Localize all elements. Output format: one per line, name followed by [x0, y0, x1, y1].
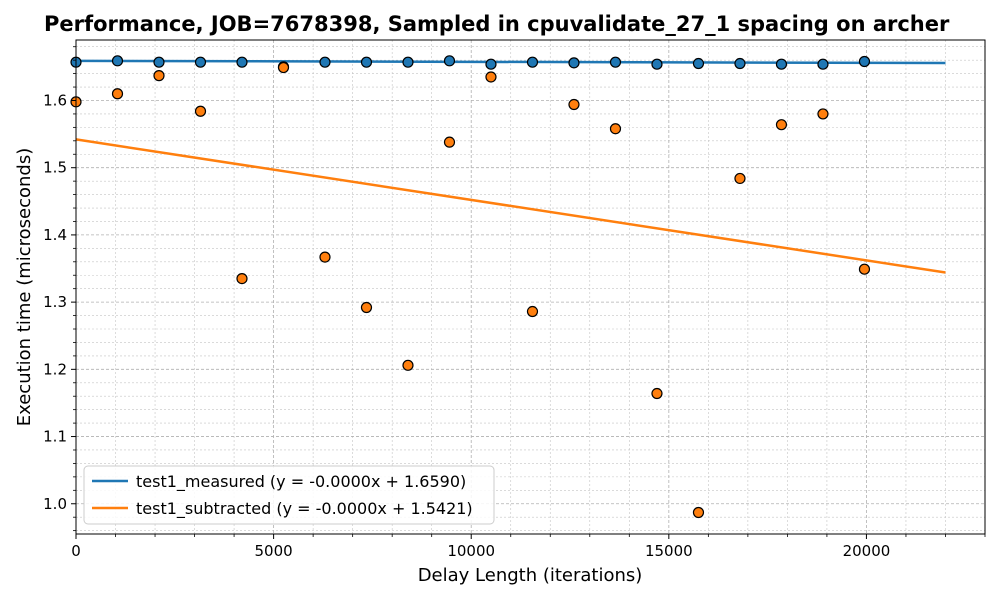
axis-ticks: 0 5000 10000 15000 20000 1.0 1.1 1.2 1.3 1.4 1.5 1.… — [43, 46, 986, 560]
fit-line-measured — [75, 59, 946, 65]
point-measured — [775, 58, 788, 70]
point-subtracted — [153, 70, 165, 82]
y-tick-label: 1.4 — [43, 226, 67, 244]
point-measured — [609, 56, 622, 68]
data-points — [70, 55, 871, 519]
point-measured — [111, 55, 124, 67]
point-subtracted — [485, 71, 497, 83]
point-measured — [734, 57, 746, 70]
point-measured — [817, 58, 829, 70]
point-measured — [360, 56, 373, 68]
point-measured — [568, 57, 580, 69]
point-subtracted — [402, 359, 414, 371]
x-tick-label: 15000 — [645, 542, 693, 560]
legend-label-measured: test1_measured (y = -0.0000x + 1.6590) — [136, 472, 466, 492]
chart-title: Performance, JOB=7678398, Sampled in cpu… — [44, 12, 950, 36]
point-subtracted — [443, 136, 456, 148]
fit-lines — [75, 59, 946, 274]
x-axis-label: Delay Length (iterations) — [418, 565, 643, 586]
point-measured — [236, 56, 248, 68]
point-subtracted — [775, 119, 788, 131]
y-tick-label: 1.2 — [43, 360, 67, 378]
grid — [75, 40, 986, 534]
point-measured — [858, 55, 871, 68]
point-subtracted — [319, 251, 331, 263]
legend: test1_measured (y = -0.0000x + 1.6590) t… — [83, 465, 495, 525]
point-measured — [692, 57, 705, 70]
point-measured — [443, 55, 456, 67]
point-measured — [153, 56, 165, 68]
y-tick-label: 1.0 — [43, 495, 67, 513]
point-subtracted — [568, 98, 580, 111]
point-subtracted — [111, 88, 124, 100]
point-measured — [485, 58, 497, 70]
point-measured — [402, 56, 414, 68]
point-subtracted — [858, 263, 871, 275]
fit-line-subtracted — [75, 138, 946, 274]
point-subtracted — [236, 272, 248, 285]
point-subtracted — [692, 506, 705, 519]
point-subtracted — [360, 301, 373, 314]
y-tick-label: 1.1 — [43, 428, 67, 446]
x-tick-label: 0 — [71, 542, 81, 560]
point-measured — [651, 58, 663, 70]
y-tick-label: 1.6 — [43, 91, 67, 109]
y-tick-label: 1.5 — [43, 159, 67, 177]
x-tick-label: 5000 — [255, 542, 293, 560]
point-subtracted — [817, 108, 829, 120]
x-tick-label: 10000 — [447, 542, 495, 560]
point-measured — [526, 56, 539, 68]
y-tick-label: 1.3 — [43, 293, 67, 311]
point-subtracted — [609, 123, 622, 135]
point-subtracted — [651, 387, 663, 400]
point-measured — [319, 56, 331, 68]
point-subtracted — [277, 61, 290, 74]
legend-label-subtracted: test1_subtracted (y = -0.0000x + 1.5421) — [136, 499, 473, 519]
point-subtracted — [734, 172, 746, 185]
legend-box — [83, 465, 495, 525]
point-subtracted — [194, 105, 207, 117]
y-axis-label: Execution time (microseconds) — [14, 148, 35, 427]
point-measured — [194, 56, 207, 68]
point-subtracted — [526, 305, 539, 318]
plot-frame — [75, 39, 986, 535]
x-tick-label: 20000 — [843, 542, 891, 560]
